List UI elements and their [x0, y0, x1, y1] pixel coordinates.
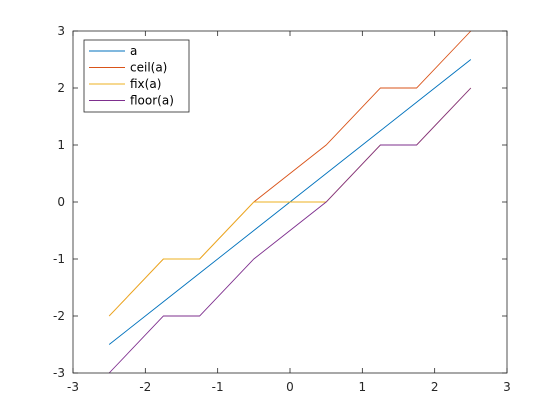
y-axis-ticks: -3 -2 -1 0 1 2 3	[53, 24, 507, 380]
series-line-3	[108, 87, 472, 374]
y-tick-label: 1	[57, 138, 65, 152]
y-tick-label: -2	[53, 309, 65, 323]
legend: a ceil(a) fix(a) floor(a)	[83, 39, 190, 113]
legend-label-3: floor(a)	[130, 94, 174, 108]
x-tick-label: 3	[503, 380, 511, 394]
legend-label-1: ceil(a)	[130, 61, 167, 75]
y-tick-label: 3	[57, 24, 65, 38]
y-tick-label: -3	[53, 366, 65, 380]
axes-box	[72, 30, 508, 374]
y-tick-label: 2	[57, 81, 65, 95]
legend-label-0: a	[130, 44, 137, 58]
legend-label-2: fix(a)	[130, 77, 161, 91]
x-tick-label: -1	[212, 380, 224, 394]
x-tick-label: 1	[359, 380, 367, 394]
y-tick-label: 0	[57, 195, 65, 209]
legend-box	[83, 39, 190, 113]
x-tick-label: -2	[139, 380, 151, 394]
x-tick-label: 0	[286, 380, 294, 394]
x-tick-label: 2	[431, 380, 439, 394]
y-tick-label: -1	[53, 252, 65, 266]
series-layer	[108, 30, 472, 374]
x-tick-label: -3	[67, 380, 79, 394]
